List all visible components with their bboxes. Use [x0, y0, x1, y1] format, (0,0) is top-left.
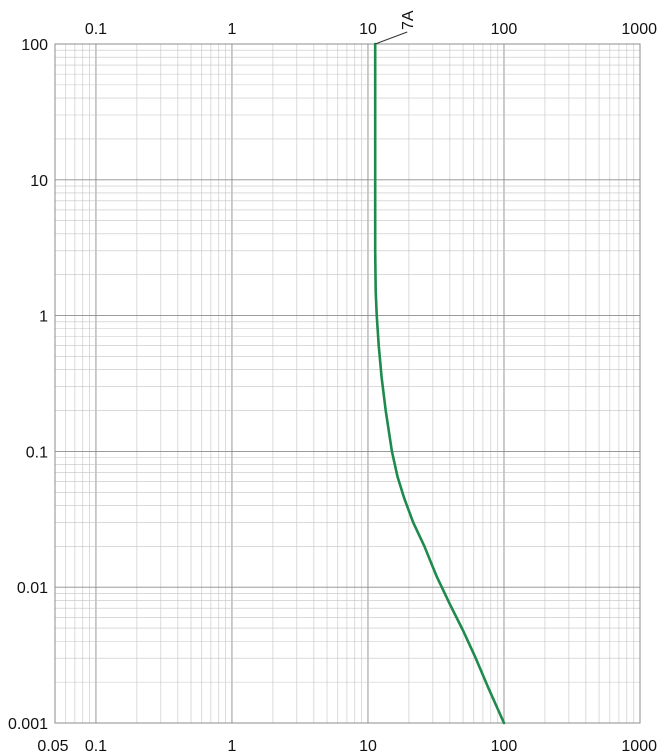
series-label: 7A: [400, 10, 417, 30]
x-tick-label-top: 1: [228, 21, 237, 38]
y-tick-label: 0.001: [8, 716, 48, 733]
series-line-7A: [373, 42, 506, 725]
plot-area: [55, 44, 640, 723]
x-tick-label-bottom: 0.05: [37, 738, 68, 754]
y-tick-label: 0.01: [17, 580, 48, 597]
x-tick-label-bottom: 1: [228, 738, 237, 754]
x-tick-label-top: 1000: [621, 21, 657, 38]
y-tick-label: 100: [21, 37, 48, 54]
x-tick-label-bottom: 0.1: [85, 738, 107, 754]
y-tick-label: 1: [39, 309, 48, 326]
plot-border: [54, 43, 641, 724]
y-tick-label: 0.1: [26, 444, 48, 461]
x-tick-label-top: 0.1: [85, 21, 107, 38]
x-tick-label-bottom: 1000: [621, 738, 657, 754]
x-tick-label-top: 100: [491, 21, 518, 38]
y-tick-label: 10: [30, 173, 48, 190]
x-tick-label-top: 10: [359, 21, 377, 38]
x-tick-label-bottom: 100: [491, 738, 518, 754]
grid: [54, 43, 641, 724]
x-tick-label-bottom: 10: [359, 738, 377, 754]
series-label-leader: [375, 31, 408, 45]
